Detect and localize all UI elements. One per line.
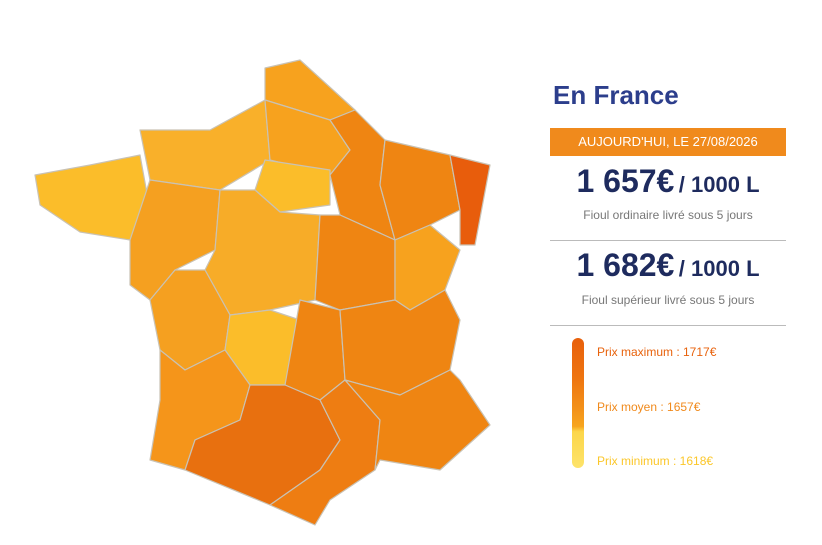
price-line: 1 657€ / 1000 L (550, 163, 786, 200)
region (379, 139, 461, 241)
price: 1 657€ (576, 163, 675, 199)
price-description: Fioul ordinaire livré sous 5 jours (583, 208, 753, 222)
region (344, 369, 491, 471)
region (254, 159, 331, 213)
region (34, 154, 151, 241)
region (129, 179, 221, 301)
divider (550, 325, 786, 326)
legend-min: Prix minimum : 1618€ (597, 454, 714, 468)
region (394, 224, 461, 311)
region (284, 299, 346, 401)
legend-max: Prix maximum : 1717€ (597, 345, 717, 359)
price: 1 682€ (576, 247, 675, 283)
price-gradient-bar (572, 338, 584, 468)
price-description: Fioul supérieur livré sous 5 jours (581, 293, 755, 307)
title: En France (553, 80, 679, 110)
legend-avg: Prix moyen : 1657€ (597, 400, 701, 414)
region (204, 189, 321, 316)
region (449, 154, 491, 246)
france-map (34, 59, 491, 526)
divider (550, 240, 786, 241)
price-line: 1 682€ / 1000 L (550, 247, 786, 284)
region (139, 99, 271, 191)
price-unit: / 1000 L (678, 172, 760, 197)
price-unit: / 1000 L (678, 256, 760, 281)
date-banner: AUJOURD'HUI, LE 27/08/2026 (550, 128, 786, 156)
